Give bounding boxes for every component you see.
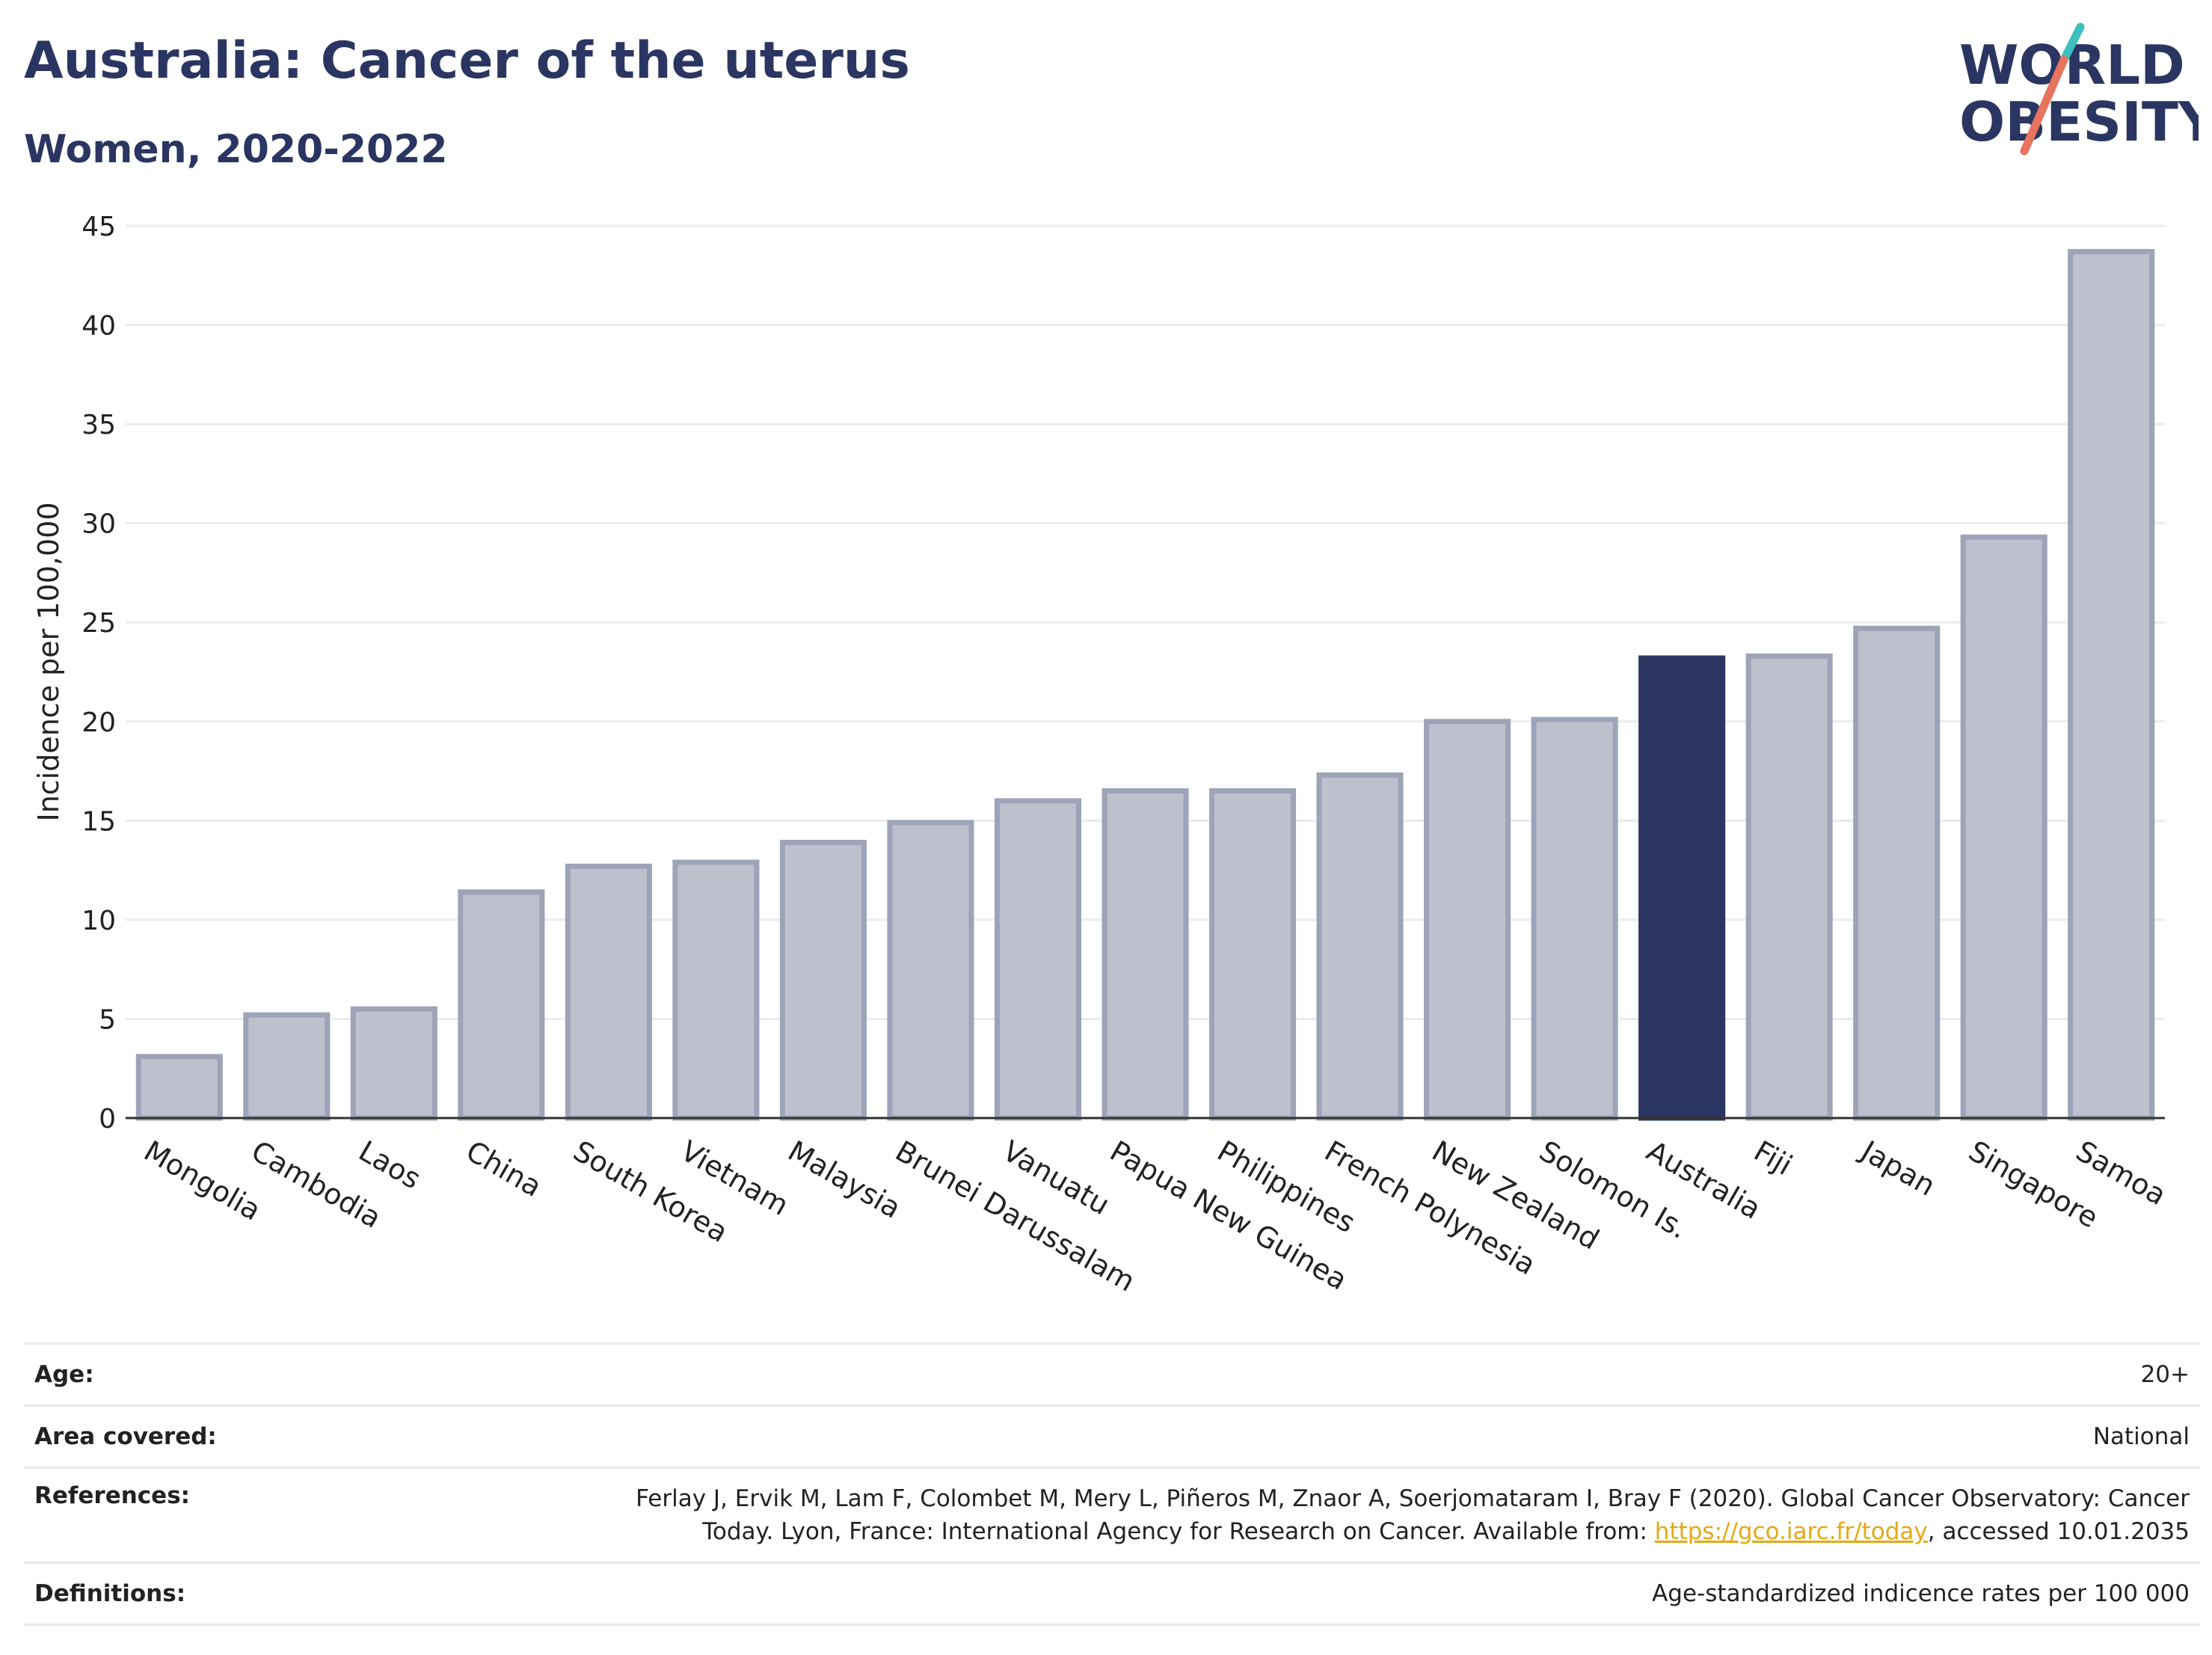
meta-row-age: Age: 20+ — [24, 1342, 2200, 1404]
references-label: References: — [34, 1482, 191, 1509]
bar-mongolia — [135, 1054, 223, 1121]
bar-japan — [1853, 625, 1941, 1121]
bar-laos — [350, 1006, 437, 1121]
meta-row-definitions: Definitions: Age-standardized indicence … — [24, 1562, 2200, 1626]
y-tick-label: 35 — [82, 410, 116, 440]
bar-singapore — [1960, 534, 2047, 1121]
bar-samoa — [2068, 248, 2155, 1121]
y-tick-label: 15 — [82, 806, 116, 837]
bar-philippines — [1208, 788, 1297, 1121]
bar-malaysia — [779, 839, 867, 1121]
age-value: 20+ — [2140, 1361, 2190, 1388]
y-tick-label: 40 — [82, 311, 116, 342]
age-label: Age: — [34, 1361, 94, 1388]
bar-china — [458, 889, 545, 1121]
bar-solomon-is — [1531, 716, 1618, 1121]
y-tick-label: 25 — [82, 608, 116, 639]
y-tick-label: 10 — [82, 906, 116, 936]
area-value: National — [2092, 1423, 2190, 1450]
meta-row-references: References: Ferlay J, Ervik M, Lam F, Co… — [24, 1467, 2200, 1562]
y-axis-ticks: 0 5 10 15 20 25 30 35 40 45 — [82, 212, 116, 1134]
world-obesity-logo: WORLD OBESITY — [1959, 22, 2199, 156]
chart-title: Australia: Cancer of the uterus — [24, 31, 910, 90]
x-tick-label: Mongolia — [138, 1134, 266, 1227]
y-tick-label: 20 — [82, 707, 116, 738]
bars — [135, 248, 2155, 1121]
y-tick-label: 5 — [99, 1004, 116, 1035]
y-tick-label: 45 — [82, 212, 116, 242]
y-tick-label: 0 — [99, 1104, 116, 1134]
area-label: Area covered: — [34, 1423, 217, 1450]
references-line2-post: , accessed 10.01.2035 — [1927, 1518, 2190, 1545]
metadata-table: Age: 20+ Area covered: National Referenc… — [24, 1342, 2200, 1626]
bar-vietnam — [672, 859, 760, 1121]
references-value: Ferlay J, Ervik M, Lam F, Colombet M, Me… — [636, 1482, 2190, 1548]
logo-line2: OBESITY — [1959, 90, 2199, 153]
logo-accent-teal — [2059, 22, 2085, 64]
x-tick-label: Laos — [353, 1134, 426, 1196]
references-line1: Ferlay J, Ervik M, Lam F, Colombet M, Me… — [636, 1485, 2190, 1512]
chart-subtitle: Women, 2020-2022 — [24, 127, 448, 172]
y-tick-label: 30 — [82, 509, 116, 540]
x-tick-label: China — [461, 1134, 547, 1203]
bar-papua-new-guinea — [1102, 788, 1189, 1121]
references-line2-pre: Today. Lyon, France: International Agenc… — [702, 1518, 1655, 1545]
bar-vanuatu — [994, 798, 1082, 1121]
bar-cambodia — [243, 1012, 331, 1121]
references-link[interactable]: https://gco.iarc.fr/today — [1654, 1518, 1928, 1545]
logo-accent-coral — [2020, 55, 2068, 156]
bar-south-korea — [565, 863, 652, 1121]
x-tick-label: Malaysia — [782, 1134, 906, 1225]
meta-row-area: Area covered: National — [24, 1404, 2200, 1467]
x-tick-label: Fiji — [1748, 1134, 1798, 1182]
bar-brunei-darussalam — [887, 820, 974, 1121]
y-axis-label: Incidence per 100,000 — [32, 502, 65, 821]
x-tick-label: Japan — [1855, 1134, 1941, 1203]
definitions-value: Age-standardized indicence rates per 100… — [1652, 1580, 2190, 1607]
bar-fiji — [1745, 653, 1833, 1121]
bar-new-zealand — [1424, 719, 1511, 1121]
bar-australia — [1638, 655, 1726, 1121]
bar-french-polynesia — [1316, 772, 1404, 1121]
definitions-label: Definitions: — [34, 1580, 186, 1607]
